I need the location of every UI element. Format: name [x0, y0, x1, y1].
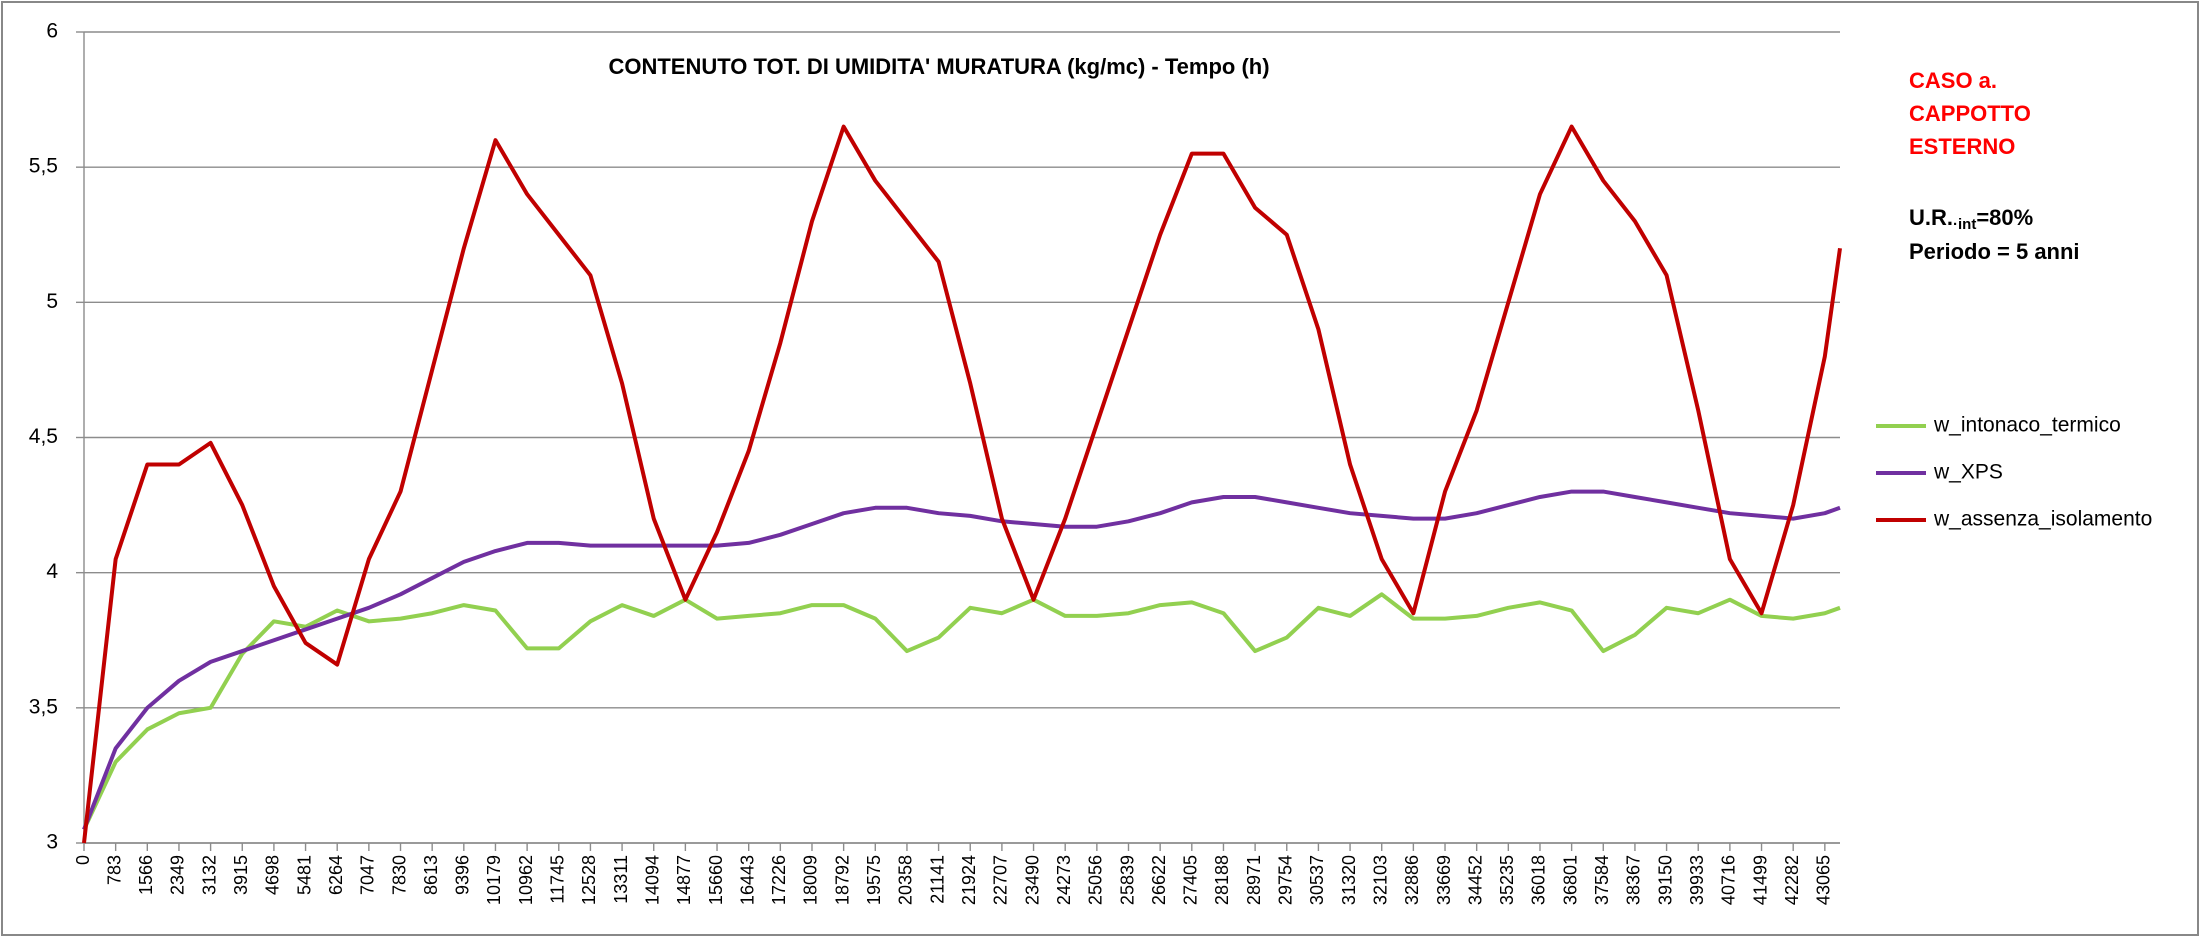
x-tick-label: 5481: [294, 855, 314, 895]
x-tick-label: 28971: [1244, 855, 1264, 905]
x-tick-label: 3915: [231, 855, 251, 895]
x-tick-label: 1566: [136, 855, 156, 895]
y-tick-label: 5,5: [29, 155, 58, 178]
x-tick-label: 14094: [642, 855, 662, 905]
x-tick-label: 41499: [1750, 855, 1770, 905]
x-tick-label: 7047: [358, 855, 378, 895]
x-tick-label: 40716: [1719, 855, 1739, 905]
x-tick-label: 24273: [1054, 855, 1074, 905]
x-tick-label: 43065: [1814, 855, 1834, 905]
ur-note: U.R.·int=80%: [1909, 205, 2033, 233]
x-tick-label: 26622: [1149, 855, 1169, 905]
x-tick-label: 14877: [674, 855, 694, 905]
ur-rest: =80%: [1976, 205, 2033, 230]
x-tick-label: 4698: [263, 855, 283, 895]
x-tick-label: 15660: [706, 855, 726, 905]
x-tick-label: 20358: [896, 855, 916, 905]
x-tick-label: 21141: [927, 855, 947, 904]
x-tick-label: 36801: [1560, 855, 1580, 905]
x-tick-label: 10962: [516, 855, 536, 905]
case-line: CAPPOTTO: [1909, 101, 2031, 126]
x-tick-label: 32886: [1402, 855, 1422, 905]
x-tick-label: 42282: [1782, 855, 1802, 905]
x-tick-label: 18792: [832, 855, 852, 905]
x-tick-label: 32103: [1370, 855, 1390, 905]
x-tick-label: 35235: [1497, 855, 1517, 905]
x-tick-label: 30537: [1307, 855, 1327, 905]
x-tick-label: 10179: [484, 855, 504, 905]
case-note: CASO a. CAPPOTTO ESTERNO: [1909, 68, 2031, 159]
series-line: [82, 592, 1841, 831]
x-tick-label: 27405: [1181, 855, 1201, 905]
x-tick-label: 31320: [1339, 855, 1359, 905]
x-tick-label: 25839: [1117, 855, 1137, 905]
x-tick-label: 28188: [1212, 855, 1232, 905]
x-tick-label: 38367: [1624, 855, 1644, 905]
x-tick-label: 3132: [199, 855, 219, 895]
x-tick-label: 2349: [168, 855, 188, 895]
x-tick-label: 33669: [1434, 855, 1454, 905]
ur-sub: ·int: [1953, 216, 1976, 233]
x-tick-label: 34452: [1465, 855, 1485, 905]
x-tick-label: 783: [104, 855, 124, 885]
x-tick-label: 36018: [1529, 855, 1549, 905]
x-tick-label: 16443: [737, 855, 757, 905]
x-tick-label: 0: [73, 855, 93, 865]
chart-title: CONTENUTO TOT. DI UMIDITA' MURATURA (kg/…: [608, 54, 1269, 79]
x-tick-label: 17226: [769, 855, 789, 905]
x-tick-label: 8613: [421, 855, 441, 895]
case-line: ESTERNO: [1909, 134, 2015, 159]
x-tick-label: 39933: [1687, 855, 1707, 905]
x-tick-label: 22707: [991, 855, 1011, 905]
x-tick-label: 13311: [611, 855, 631, 904]
y-tick-label: 4: [46, 560, 58, 583]
x-tick-label: 7830: [389, 855, 409, 895]
period-note: Periodo = 5 anni: [1909, 239, 2080, 264]
legend-label: w_assenza_isolamento: [1933, 508, 2152, 531]
x-tick-label: 11745: [548, 855, 568, 904]
x-tick-label: 25056: [1086, 855, 1106, 905]
x-tick-label: 18009: [801, 855, 821, 905]
x-tick-label: 6264: [326, 855, 346, 895]
x-tick-label: 12528: [579, 855, 599, 905]
x-tick-label: 39150: [1655, 855, 1675, 905]
case-line: CASO a.: [1909, 68, 1997, 93]
legend-label: w_intonaco_termico: [1933, 414, 2121, 437]
legend-label: w_XPS: [1933, 461, 2003, 484]
y-tick-label: 4,5: [29, 425, 58, 448]
y-tick-label: 6: [46, 20, 58, 43]
ur-main: U.R.: [1909, 205, 1953, 230]
x-tick-label: 23490: [1022, 855, 1042, 905]
y-tick-label: 3,5: [29, 695, 58, 718]
x-tick-label: 37584: [1592, 855, 1612, 905]
series-line: [82, 124, 1842, 844]
x-tick-label: 29754: [1276, 855, 1296, 905]
x-tick-label: 21924: [959, 855, 979, 905]
x-tick-label: 19575: [864, 855, 884, 905]
y-tick-label: 5: [46, 290, 58, 313]
y-tick-label: 3: [46, 831, 58, 854]
series-line: [82, 489, 1841, 831]
x-tick-label: 9396: [453, 855, 473, 895]
